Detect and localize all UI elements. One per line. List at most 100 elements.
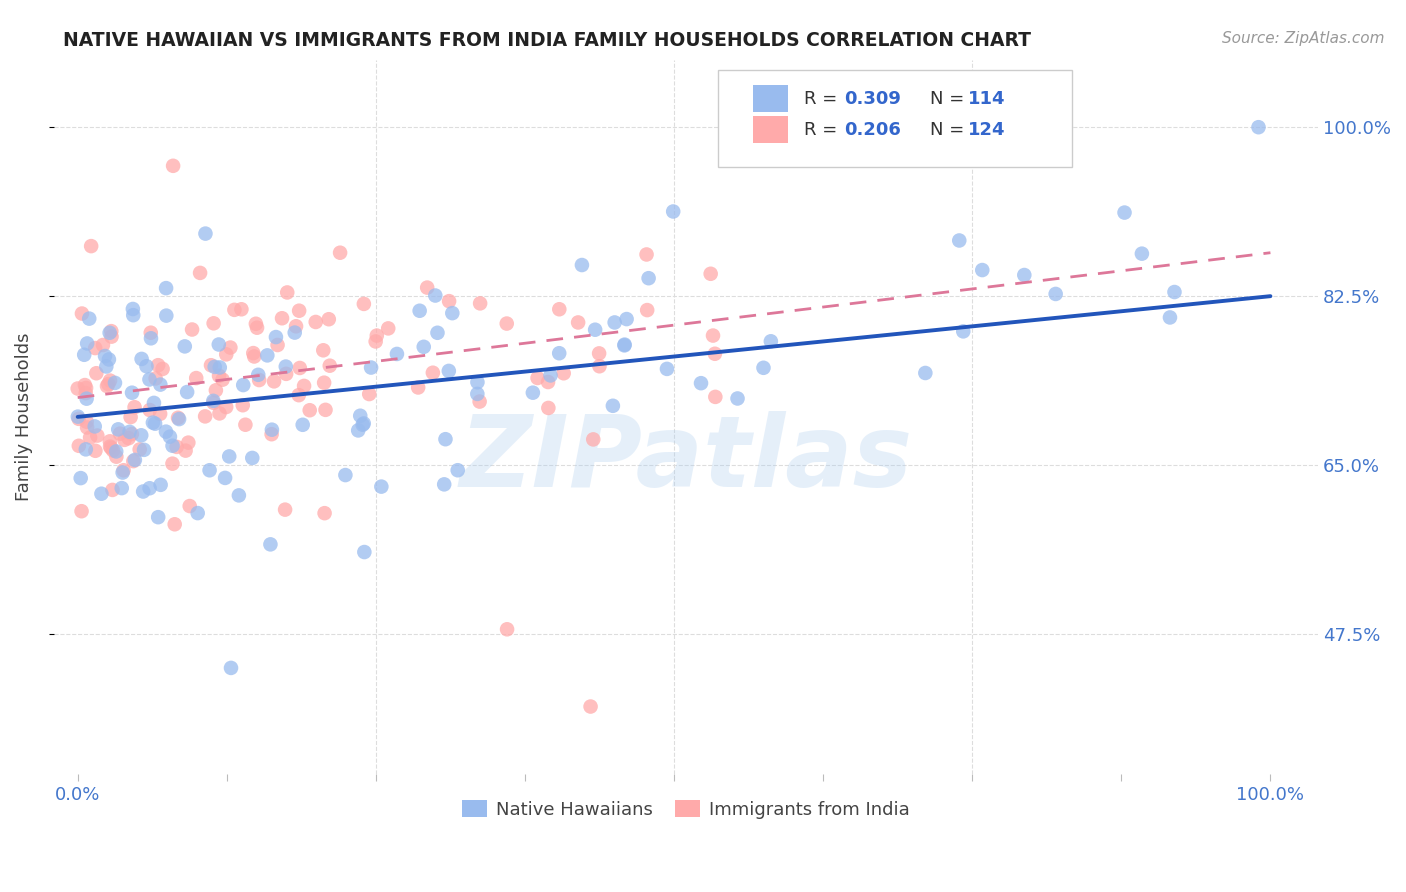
Text: 124: 124 <box>967 120 1005 138</box>
Point <box>181 322 204 336</box>
Point <box>200 358 222 372</box>
Point <box>246 320 269 334</box>
Point <box>537 375 560 389</box>
Point <box>179 499 201 513</box>
Point <box>1163 285 1185 299</box>
Y-axis label: Family Households: Family Households <box>15 333 32 501</box>
Point <box>571 258 593 272</box>
Point <box>292 379 315 393</box>
Point <box>80 239 103 253</box>
Bar <box>754 86 789 112</box>
Point <box>73 348 96 362</box>
Point <box>142 416 165 430</box>
Point <box>76 336 98 351</box>
Point <box>148 510 170 524</box>
Point <box>364 334 387 349</box>
Point <box>616 312 638 326</box>
Point <box>188 266 211 280</box>
Bar <box>754 116 789 144</box>
Point <box>1014 268 1036 282</box>
Point <box>613 338 636 352</box>
Text: ZIPatlas: ZIPatlas <box>460 411 912 508</box>
Point <box>972 263 994 277</box>
Point <box>274 359 297 374</box>
Point <box>111 481 134 495</box>
Point <box>75 386 97 401</box>
Point <box>315 402 337 417</box>
Legend: Native Hawaiians, Immigrants from India: Native Hawaiians, Immigrants from India <box>454 793 917 826</box>
Point <box>105 444 128 458</box>
Point <box>579 699 602 714</box>
Point <box>263 375 285 389</box>
Text: 0.309: 0.309 <box>844 90 901 108</box>
Point <box>318 312 340 326</box>
Point <box>588 346 610 360</box>
Point <box>467 375 489 389</box>
Point <box>412 340 434 354</box>
Point <box>198 463 221 477</box>
Point <box>167 412 190 426</box>
Point <box>314 376 336 390</box>
Point <box>288 388 311 402</box>
Point <box>138 481 160 495</box>
Point <box>98 434 121 449</box>
Point <box>914 366 936 380</box>
Point <box>77 311 100 326</box>
Point <box>96 379 118 393</box>
Point <box>1045 287 1067 301</box>
Point <box>352 417 374 432</box>
Point <box>177 435 200 450</box>
Point <box>377 321 399 335</box>
Point <box>176 385 198 400</box>
Point <box>256 348 278 362</box>
Point <box>699 267 721 281</box>
Point <box>537 401 560 415</box>
Point <box>583 323 606 337</box>
Point <box>347 424 370 438</box>
Point <box>124 453 146 467</box>
Point <box>97 377 120 392</box>
Point <box>76 420 98 434</box>
Point <box>247 373 270 387</box>
Point <box>548 302 571 317</box>
Point <box>162 159 184 173</box>
Point <box>139 326 162 340</box>
Point <box>329 245 352 260</box>
Point <box>231 302 253 317</box>
Point <box>218 450 240 464</box>
Point <box>522 385 544 400</box>
Point <box>215 400 238 414</box>
Point <box>73 378 96 392</box>
Point <box>118 425 141 439</box>
Point <box>107 422 129 436</box>
Point <box>526 371 548 385</box>
Point <box>422 366 444 380</box>
Point <box>100 329 122 343</box>
Point <box>112 463 135 477</box>
Point <box>163 517 186 532</box>
Point <box>752 360 775 375</box>
Point <box>496 622 519 636</box>
Point <box>67 439 90 453</box>
Point <box>242 346 264 360</box>
Point <box>121 427 143 442</box>
Point <box>124 401 146 415</box>
Point <box>276 367 298 381</box>
Point <box>385 347 408 361</box>
Point <box>84 341 107 355</box>
Point <box>232 398 254 412</box>
Point <box>122 308 145 322</box>
Point <box>67 412 90 426</box>
Point <box>167 410 190 425</box>
Point <box>143 417 166 431</box>
Point <box>155 309 177 323</box>
Point <box>495 317 517 331</box>
Point <box>276 285 298 300</box>
Point <box>155 281 177 295</box>
Point <box>70 307 93 321</box>
Point <box>314 506 336 520</box>
Text: R =: R = <box>804 90 842 108</box>
Point <box>194 409 217 424</box>
Point <box>219 661 242 675</box>
Point <box>159 430 181 444</box>
